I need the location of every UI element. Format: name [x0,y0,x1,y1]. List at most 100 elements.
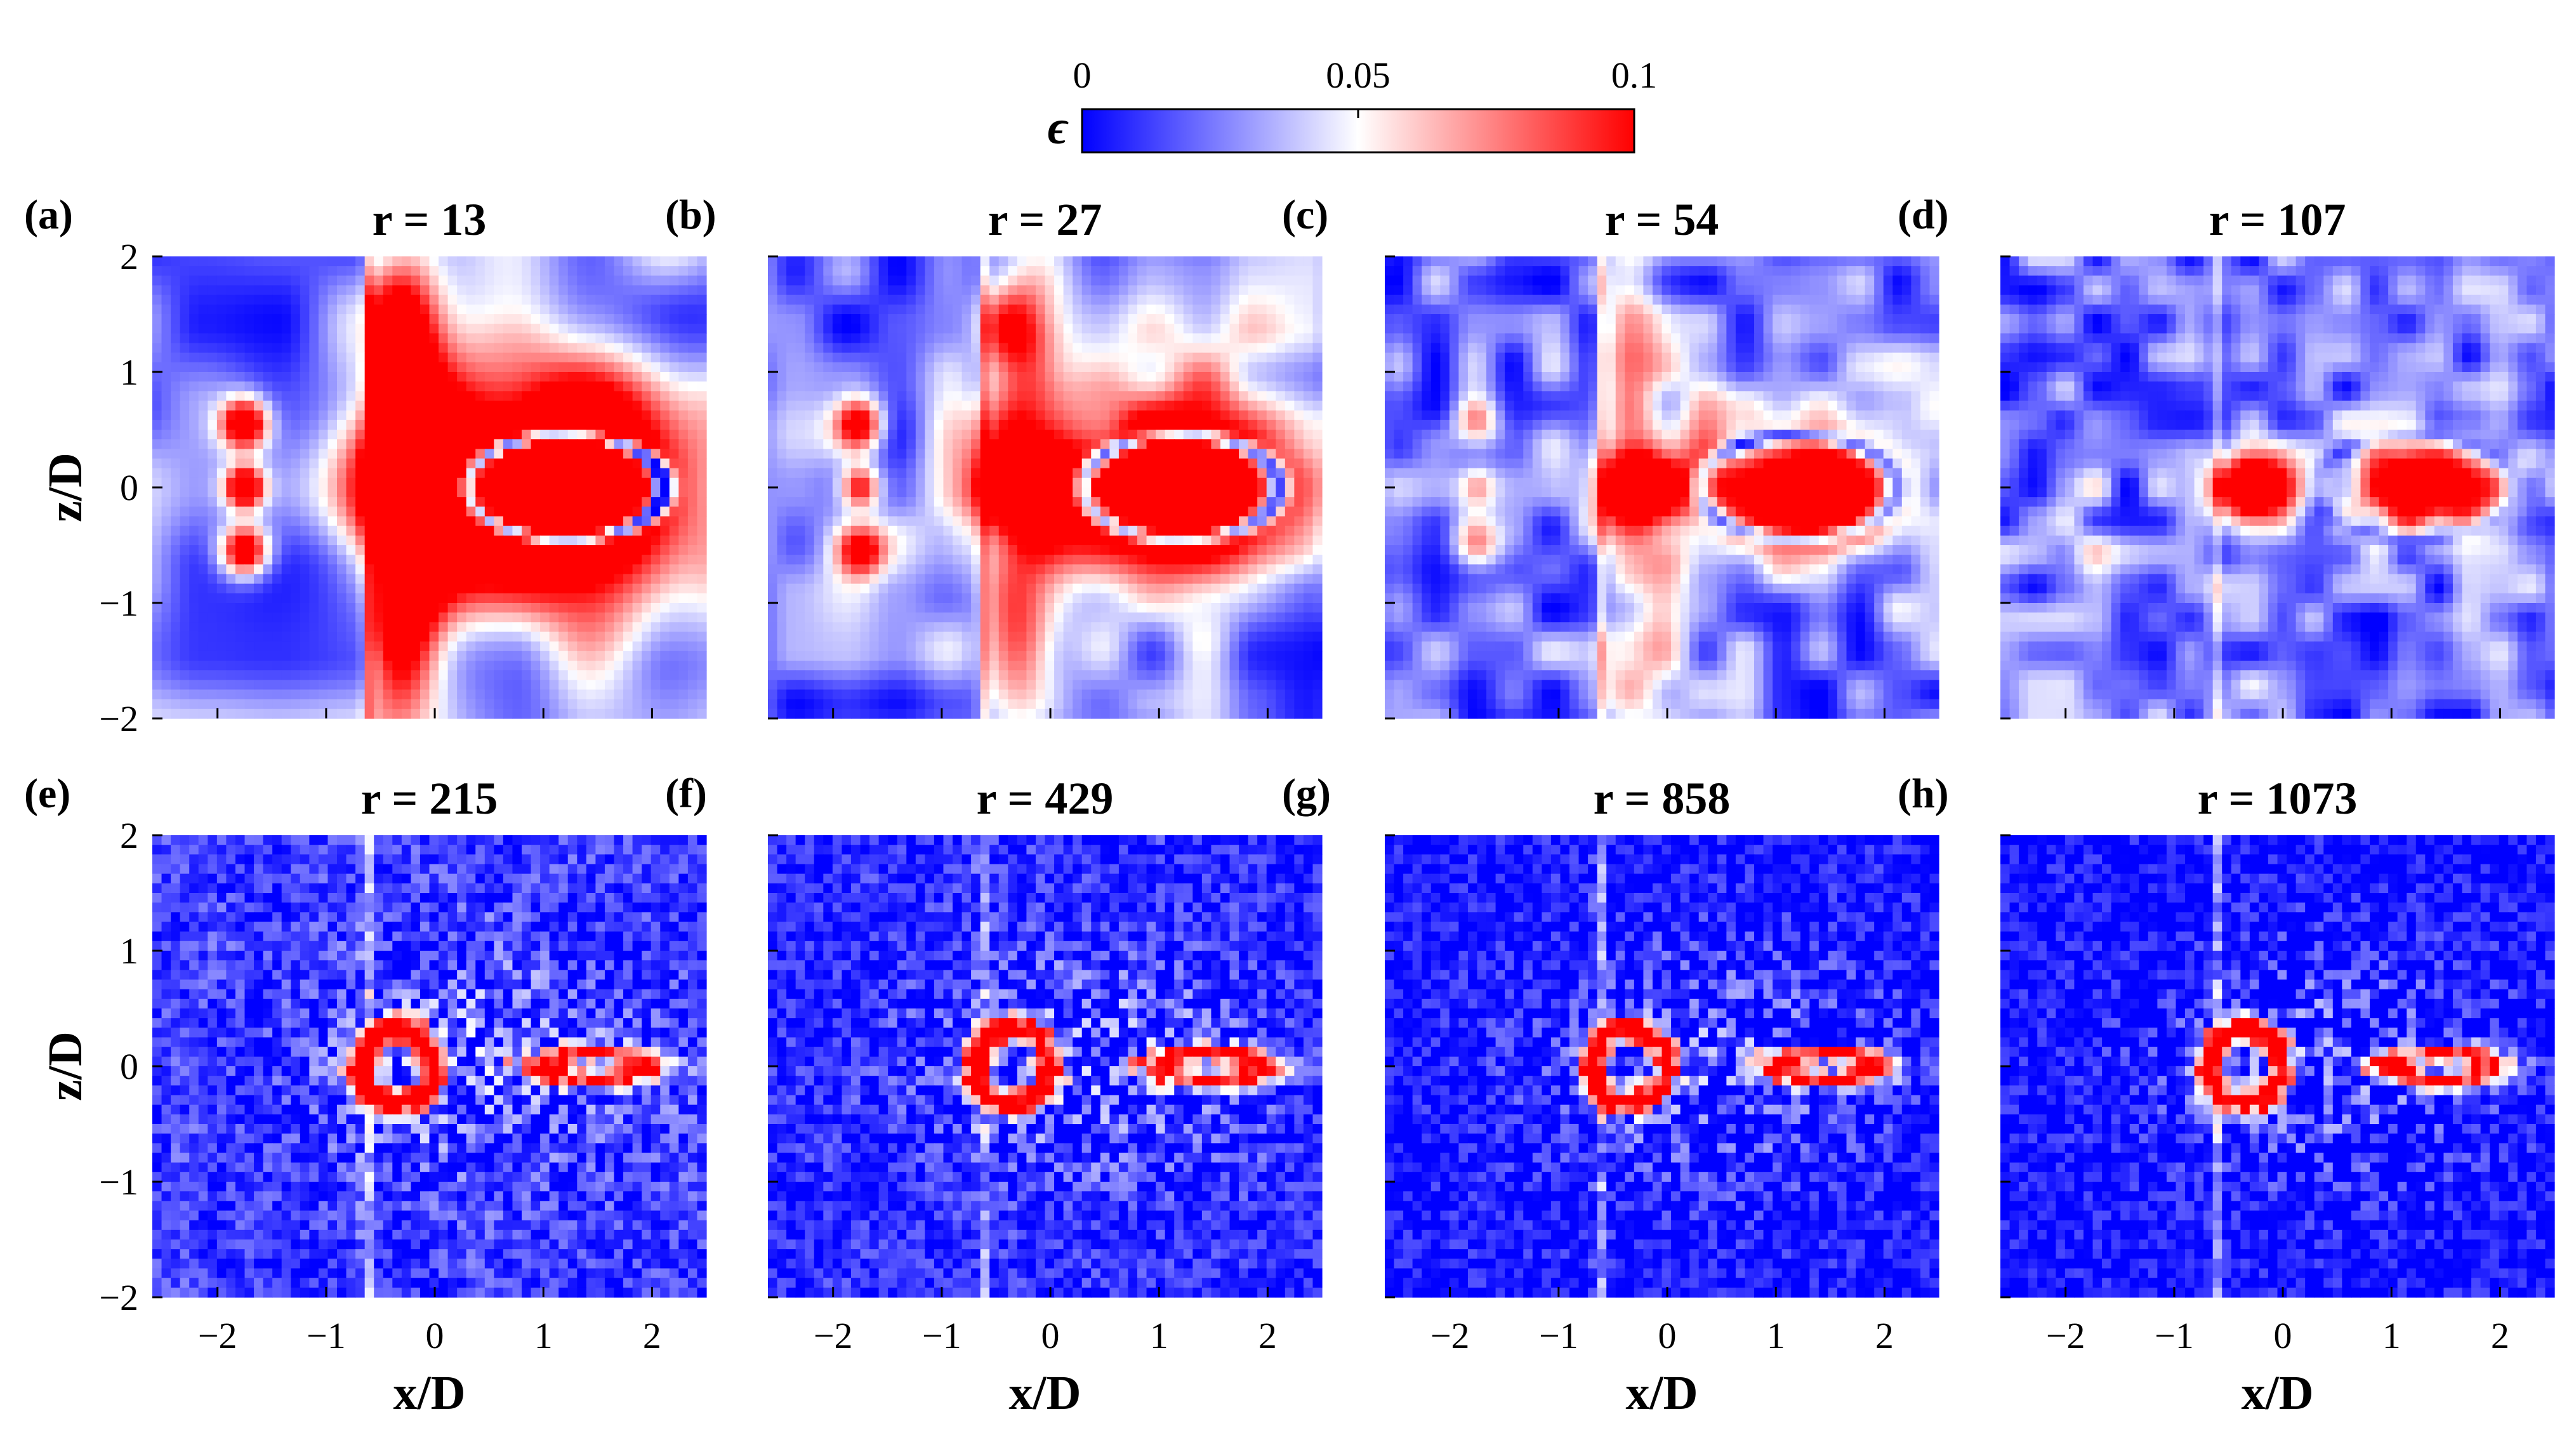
heatmap-cell [805,497,815,507]
heatmap-cell [943,304,953,315]
heatmap-cell [842,535,852,546]
heatmap-cell [558,333,569,344]
heatmap-cell [392,487,402,498]
heatmap-cell [1026,294,1036,305]
heatmap-cell [180,564,190,575]
heatmap-cell [1035,535,1046,546]
heatmap-cell [161,343,171,354]
heatmap-cell [805,324,815,334]
heatmap-cell [540,708,550,719]
heatmap-cell [429,285,439,296]
heatmap-cell [1266,516,1276,527]
heatmap-cell [777,381,787,392]
heatmap-cell [595,324,605,334]
heatmap-cell [1266,275,1276,286]
heatmap-cell [531,583,541,594]
heatmap-cell [300,458,310,469]
heatmap-cell [401,362,411,373]
heatmap-cell [466,564,476,575]
heatmap-cell [198,680,208,691]
heatmap-cell [1137,583,1147,594]
heatmap-cell [152,593,162,604]
heatmap-cell [327,631,338,642]
heatmap-cell [263,372,273,382]
heatmap-cell [943,477,953,488]
heatmap-cell [943,381,953,392]
heatmap-cell [1239,516,1249,527]
heatmap-cell [1128,487,1138,498]
heatmap-cell [226,689,236,700]
heatmap-cell [180,651,190,661]
heatmap-cell [1211,564,1221,575]
heatmap-cell [392,439,402,449]
heatmap-cell [401,477,411,488]
heatmap-cell [1312,324,1323,334]
heatmap-cell [878,324,888,334]
heatmap-cell [860,430,870,440]
heatmap-cell [1211,525,1221,536]
heatmap-cell [540,343,550,354]
heatmap-cell [189,391,199,402]
heatmap-cell [161,285,171,296]
heatmap-cell [439,708,449,719]
heatmap-cell [383,699,393,710]
heatmap-cell [327,420,338,430]
heatmap-cell [309,410,319,421]
heatmap-cell [531,266,541,276]
heatmap-cell [642,362,652,373]
heatmap-cell [805,372,815,382]
heatmap-cell [337,699,347,710]
heatmap-cell [1248,545,1258,555]
heatmap-cell [786,420,796,430]
heatmap-cell [1192,449,1203,459]
heatmap-cell [642,285,652,296]
heatmap-cell [953,352,963,363]
heatmap-cell [1312,294,1323,305]
heatmap-cell [660,343,670,354]
heatmap-cell [531,506,541,517]
heatmap-cell [697,574,707,585]
heatmap-cell [1165,420,1175,430]
heatmap-cell [291,603,301,613]
heatmap-cell [1008,574,1018,585]
heatmap-cell [915,314,925,324]
heatmap-cell [604,574,615,585]
heatmap-cell [934,400,944,411]
heatmap-cell [208,564,218,575]
heatmap-cell [161,294,171,305]
heatmap-cell [1229,468,1239,479]
heatmap-cell [457,651,467,661]
heatmap-cell [531,564,541,575]
heatmap-cell [216,381,227,392]
heatmap-cell [216,708,227,719]
heatmap-cell [1054,535,1064,546]
heatmap-cell [1073,555,1083,565]
heatmap-cell [1026,285,1036,296]
heatmap-cell [971,497,981,507]
heatmap-cell [1146,266,1156,276]
heatmap-cell [678,333,689,344]
heatmap-cell [1008,497,1018,507]
heatmap-cell [669,314,679,324]
heatmap-cell [392,583,402,594]
heatmap-cell [934,304,944,315]
heatmap-cell [327,285,338,296]
heatmap-cell [549,468,559,479]
heatmap-cell [1174,506,1184,517]
heatmap-cell [549,661,559,671]
heatmap-cell [484,670,494,680]
heatmap-cell [577,449,587,459]
heatmap-cell [429,680,439,691]
heatmap-cell [401,391,411,402]
heatmap-cell [374,661,384,671]
heatmap-cell [244,593,254,604]
heatmap-cell [254,430,264,440]
heatmap-cell [291,381,301,392]
heatmap-cell [540,699,550,710]
heatmap-cell [1201,362,1212,373]
heatmap-cell [355,631,366,642]
heatmap-cell [998,314,1008,324]
heatmap-cell [374,439,384,449]
heatmap-cell [971,266,981,276]
heatmap-cell [244,661,254,671]
